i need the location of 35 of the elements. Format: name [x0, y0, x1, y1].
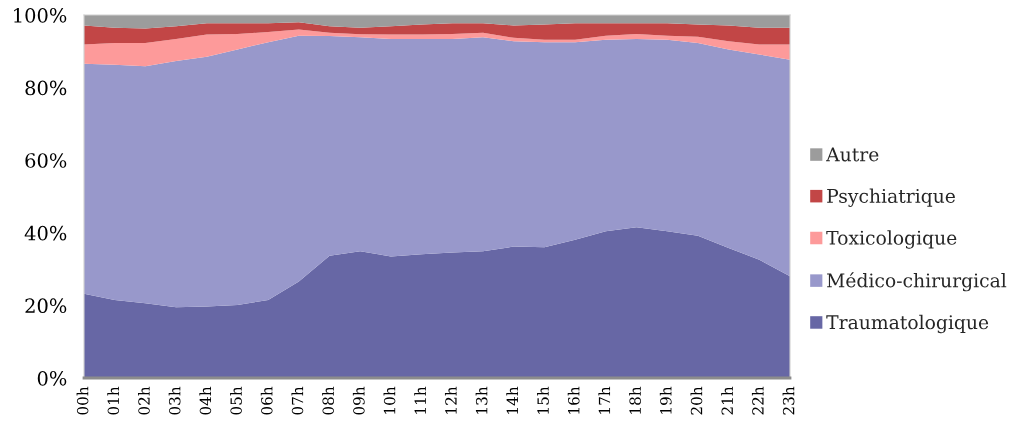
x-tick-label: 05h [230, 386, 242, 415]
x-tick-label: 22h [751, 386, 764, 415]
x-tick-label: 08h [322, 386, 334, 415]
legend-label: Toxicologique [826, 230, 957, 249]
y-tick-label: 20% [25, 298, 67, 314]
x-tick-label: 21h [721, 386, 733, 415]
y-tick-label: 100% [14, 7, 67, 23]
x-tick-label: 14h [506, 386, 518, 414]
y-tick-label: 80% [25, 80, 67, 96]
x-tick-label: 06h [260, 386, 273, 415]
legend-label: Psychiatrique [827, 188, 955, 207]
y-tick-label: 40% [24, 225, 67, 241]
x-tick-label: 20h [690, 386, 703, 415]
x-tick-label: 10h [383, 386, 396, 414]
legend-label: Médico-chirurgical [827, 272, 1007, 292]
x-tick-label: 00h [76, 386, 89, 415]
x-tick-label: 09h [352, 386, 365, 415]
x-tick-label: 17h [598, 386, 611, 414]
y-tick-label: 60% [25, 153, 67, 168]
x-tick-label: 01h [107, 386, 120, 415]
x-tick-label: 18h [629, 386, 641, 414]
legend-label: Traumatologique [826, 314, 989, 334]
x-tick-label: 02h [138, 386, 150, 415]
x-tick-label: 04h [199, 386, 212, 415]
x-tick-label: 15h [537, 386, 549, 414]
legend-label: Autre [826, 147, 879, 162]
x-tick-label: 13h [475, 386, 488, 414]
x-tick-label: 16h [567, 386, 580, 414]
x-tick-label: 12h [444, 386, 457, 414]
x-tick-label: 03h [168, 386, 181, 415]
x-tick-label: 19h [659, 386, 672, 414]
y-tick-label: 0% [37, 370, 67, 386]
x-tick-label: 07h [291, 386, 304, 415]
x-tick-label: 23h [782, 386, 795, 415]
x-tick-label: 11h [414, 386, 426, 414]
